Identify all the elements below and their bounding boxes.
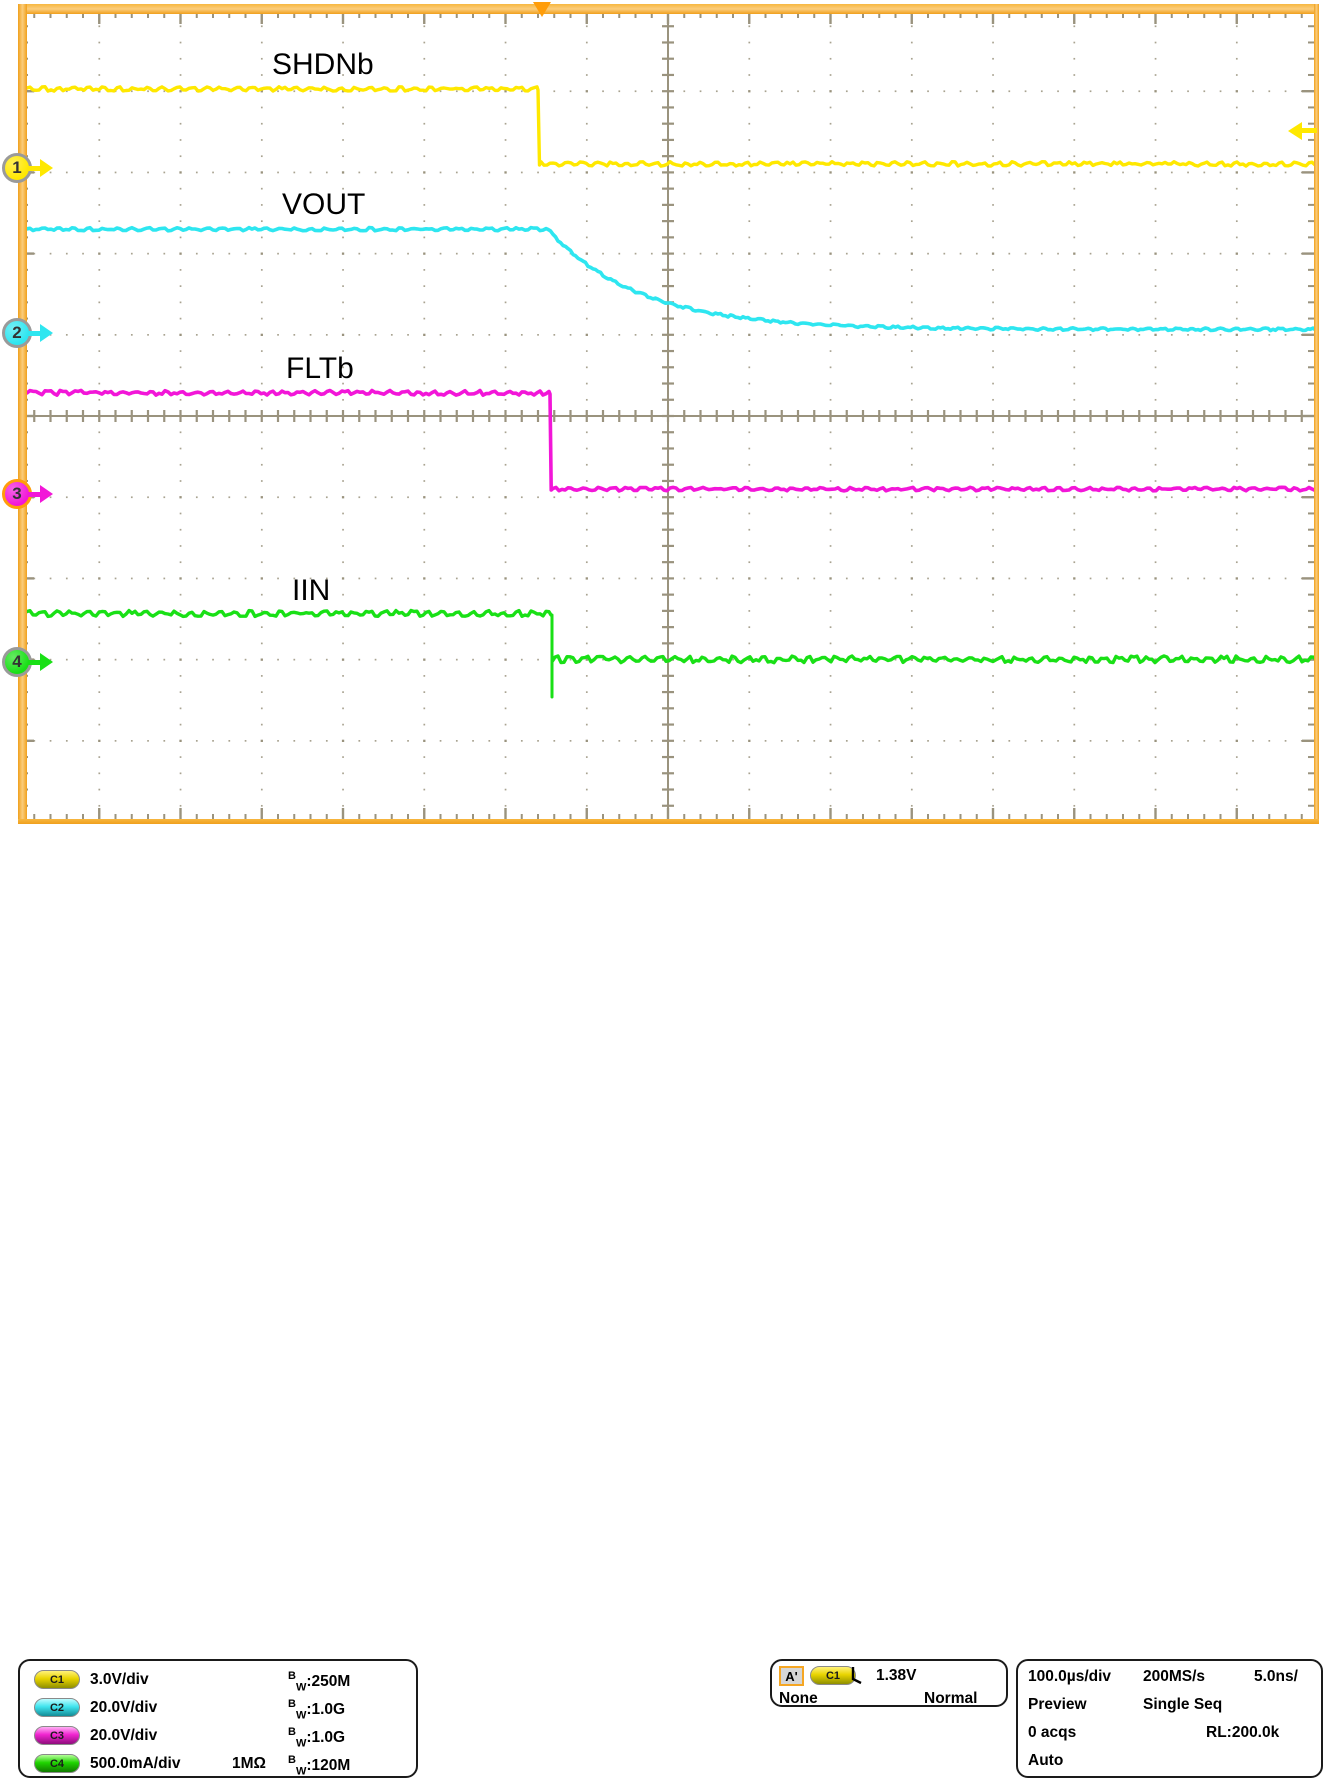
bw-w-letter: W: [295, 1765, 307, 1778]
bw-w-letter: W: [295, 1709, 307, 1722]
record-length: RL:200.0k: [1206, 1724, 1280, 1741]
bw-b-letter: B: [288, 1670, 296, 1682]
channel-marker-tail-1: [28, 166, 42, 171]
graticule-left-rail: [18, 4, 27, 824]
bw-b-letter: B: [288, 1754, 296, 1766]
channel-bandwidth-c1[interactable]: BW:250M: [288, 1670, 351, 1694]
waveform-label-vout: VOUT: [282, 188, 366, 221]
run-mode: Auto: [1028, 1752, 1064, 1769]
bw-w-letter: W: [295, 1681, 307, 1694]
acquisition-state: Preview: [1028, 1696, 1087, 1713]
waveform-canvas: [18, 10, 1318, 822]
bw-b-letter: B: [288, 1726, 296, 1738]
sample-rate: 200MS/s: [1143, 1668, 1206, 1685]
trigger-coupling[interactable]: None: [779, 1690, 818, 1707]
waveform-plot-area[interactable]: [18, 10, 1318, 822]
channel-marker-tail-2: [28, 331, 42, 336]
channel-marker-arrow-icon-3: [40, 485, 53, 503]
channel-bandwidth-c3[interactable]: BW:1.0G: [288, 1726, 346, 1750]
time-per-division: 100.0µs/div: [1028, 1668, 1112, 1685]
trigger-level-tail: [1301, 128, 1317, 133]
trigger-level-value: 1.38V: [876, 1667, 917, 1684]
trigger-mode[interactable]: Normal: [924, 1690, 978, 1707]
channel-marker-arrow-icon-2: [40, 324, 53, 342]
graticule-bottom-rail: [18, 819, 1319, 824]
trigger-level-arrow-icon[interactable]: [1288, 122, 1302, 140]
channel-marker-tail-3: [28, 492, 42, 497]
bw-value: :250M: [306, 1673, 351, 1691]
trigger-falling-edge-icon: [851, 1667, 862, 1685]
trigger-position-marker-icon[interactable]: [533, 2, 551, 17]
channel-pill-c4[interactable]: C4: [34, 1754, 80, 1773]
waveform-traces: [18, 84, 1318, 699]
bw-w-letter: W: [295, 1737, 307, 1750]
trigger-a-badge[interactable]: A': [779, 1666, 804, 1686]
channel-marker-tail-4: [28, 660, 42, 665]
channel-pill-c3[interactable]: C3: [34, 1726, 80, 1745]
channel-badge-3[interactable]: 3: [2, 479, 32, 509]
channel-bandwidth-c2[interactable]: BW:1.0G: [288, 1698, 346, 1722]
channel-scale-c1[interactable]: 3.0V/div: [90, 1671, 149, 1688]
channel-pill-c2[interactable]: C2: [34, 1698, 80, 1717]
sample-resolution: 5.0ns/: [1254, 1668, 1298, 1685]
bw-b-letter: B: [288, 1698, 296, 1710]
readout-bar: C1 3.0V/div BW:250M C2 20.0V/div BW:1.0G C3 20.…: [0, 826, 1333, 1778]
channel-marker-arrow-icon-1: [40, 159, 53, 177]
waveform-label-shdnb: SHDNb: [272, 48, 374, 81]
channel-scale-c2[interactable]: 20.0V/div: [90, 1699, 158, 1716]
channel-impedance-c4[interactable]: 1MΩ: [232, 1755, 266, 1772]
graticule-right-rail: [1314, 4, 1319, 824]
graticule-top-rail: [18, 4, 1318, 14]
waveform-label-iin: IIN: [292, 574, 331, 607]
channel-pill-c1[interactable]: C1: [34, 1670, 80, 1689]
channel-bandwidth-c4[interactable]: BW:120M: [288, 1754, 351, 1778]
acquisition-mode: Single Seq: [1143, 1696, 1223, 1713]
acquisition-count: 0 acqs: [1028, 1724, 1077, 1741]
bw-value: :1.0G: [306, 1701, 346, 1719]
channel-scale-c4[interactable]: 500.0mA/div: [90, 1755, 181, 1772]
waveform-label-fltb: FLTb: [286, 352, 354, 385]
channel-marker-arrow-icon-4: [40, 653, 53, 671]
bw-value: :120M: [306, 1757, 351, 1775]
bw-value: :1.0G: [306, 1729, 346, 1747]
grid-center-crosshair: [18, 10, 1318, 822]
channel-settings-panel: C1 3.0V/div BW:250M C2 20.0V/div BW:1.0G C3 20.…: [18, 1659, 418, 1778]
channel-scale-c3[interactable]: 20.0V/div: [90, 1727, 158, 1744]
